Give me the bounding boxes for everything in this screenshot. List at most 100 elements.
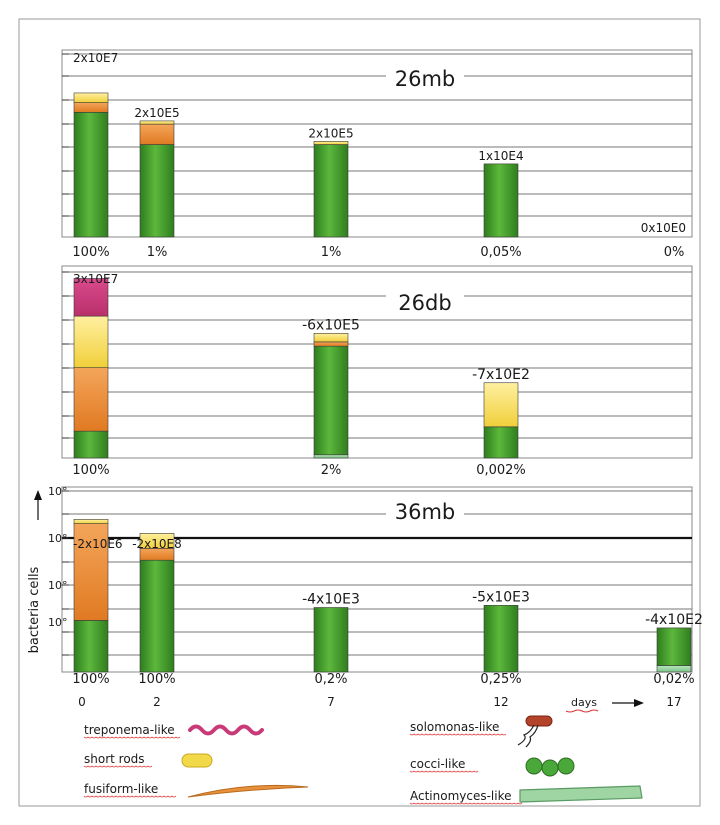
bar-day-17 [656,627,692,673]
x-tick-label: 12 [493,695,508,709]
y-axis-label: bacteria cells [27,566,42,653]
panel-title-backdrop [386,497,464,527]
bar-day-0 [73,278,109,459]
bar-day-7 [313,607,349,673]
bar-segment-cocci-like [313,144,349,238]
bar-percent-label: 100% [72,245,109,260]
bar-value-label: -5x10E3 [472,589,530,605]
bar-percent-label: 100% [72,672,109,687]
y-tick-label: 10° [48,616,68,629]
legend-label: fusiform-like [84,782,158,796]
bar-segment-fusiform-like [313,341,349,347]
bar-value-label: -2x10E8 [132,537,182,551]
legend-label: cocci-like [410,757,465,771]
bar-value-label: 2x10E5 [308,126,353,140]
bar-segment-short-rods [73,92,109,103]
bar-segment-short-rods [73,315,109,369]
bar-percent-label: 1% [321,245,342,260]
bar-segment-cocci-like [139,559,175,673]
bar-percent-label: 0% [664,245,685,260]
bar-segment-treponema-like [73,278,109,317]
panel-title-backdrop [386,288,464,318]
bar-segment-short-rods [139,533,175,549]
y-tick-label: 10° [48,532,68,545]
bar-segment-cocci-like [73,620,109,673]
legend-label: solomonas-like [410,720,499,734]
bar-value-label: 1x10E4 [478,149,523,163]
bar-segment-short-rods [483,382,519,428]
spindle-icon [187,784,309,798]
bar-segment-cocci-like [483,605,519,673]
y-tick-label: 10° [48,485,68,498]
bar-segment-fusiform-like [139,123,175,145]
x-axis-ticks: 0 2 7 12 17 [78,695,681,709]
flagellated-rod-icon [517,715,553,748]
bar-value-label: -4x10E2 [645,612,703,628]
bar-segment-cocci-like [73,430,109,459]
days-underline [565,709,599,713]
bar-segment-fusiform-like [73,367,109,432]
bar-segment-cocci-like [139,144,175,238]
panel-title: 26mb [395,67,456,91]
bar-percent-label: 0,2% [314,672,347,687]
bar-value-label: -2x10E6 [73,537,123,551]
bar-value-label: -6x10E5 [302,317,360,333]
x-tick-label: 7 [327,695,335,709]
wavy-spiral-icon [188,724,264,736]
panel-36mb: 10° 10° 10° 10° 36mb -2x10E6 100% -2x10E8 100% -4… [48,485,703,687]
bar-percent-label: 0,02% [653,672,694,687]
legend-underline [409,802,523,805]
bar-value-label: 0x10E0 [641,221,686,235]
bar-segment-short-rods [73,519,109,524]
bar-day-0 [73,519,109,673]
bar-day-7 [313,332,349,459]
bar-percent-label: 0,002% [476,463,526,478]
bar-day-2 [139,533,175,673]
x-axis-label: days [571,696,597,709]
panel-title: 36mb [395,500,456,524]
bar-segment-cocci-like [483,163,519,238]
bar-percent-label: 1% [147,245,168,260]
bar-percent-label: 0,05% [480,245,521,260]
bar-percent-label: 0,25% [480,672,521,687]
bar-day-0 [73,92,109,238]
legend-underline [409,770,479,773]
legend-item-treponema-like: treponema-like [83,723,264,739]
filament-icon [519,785,643,803]
legend: treponema-like short rods fusiform-like sol… [83,715,643,805]
bar-segment-short-rods [313,141,349,145]
bar-value-label: 2x10E5 [134,106,179,120]
legend-item-fusiform-like: fusiform-like [83,782,309,798]
bar-value-label: 2x10E7 [73,51,118,65]
bar-value-label: -7x10E2 [472,367,530,383]
bar-segment-fusiform-like [73,523,109,621]
bar-day-7 [313,141,349,238]
bar-value-label: 3x10E7 [73,272,118,286]
bar-segment-Actinomyces-like [313,454,349,459]
bar-day-2 [139,120,175,238]
bar-day-12 [483,382,519,459]
bar-segment-cocci-like [656,627,692,666]
legend-item-cocci-like: cocci-like [409,757,575,777]
days-arrowhead [634,699,644,707]
x-tick-label: 0 [78,695,86,709]
bar-percent-label: 100% [72,463,109,478]
bar-segment-cocci-like [483,426,519,459]
bar-segment-cocci-like [313,607,349,673]
bar-value-label: -4x10E3 [302,592,360,608]
panel-title-backdrop [386,64,464,94]
legend-underline [83,795,177,798]
legend-label: Actinomyces-like [410,789,512,803]
figure-frame [18,18,701,807]
x-tick-label: 2 [153,695,161,709]
bar-percent-label: 2% [321,463,342,478]
legend-underline [83,765,153,768]
panel-box [61,265,693,459]
bar-segment-short-rods [313,332,349,343]
capsule-rod-icon [181,753,213,768]
bar-percent-label: 100% [138,672,175,687]
cocci-chain-icon [525,757,575,777]
bar-day-12 [483,605,519,673]
